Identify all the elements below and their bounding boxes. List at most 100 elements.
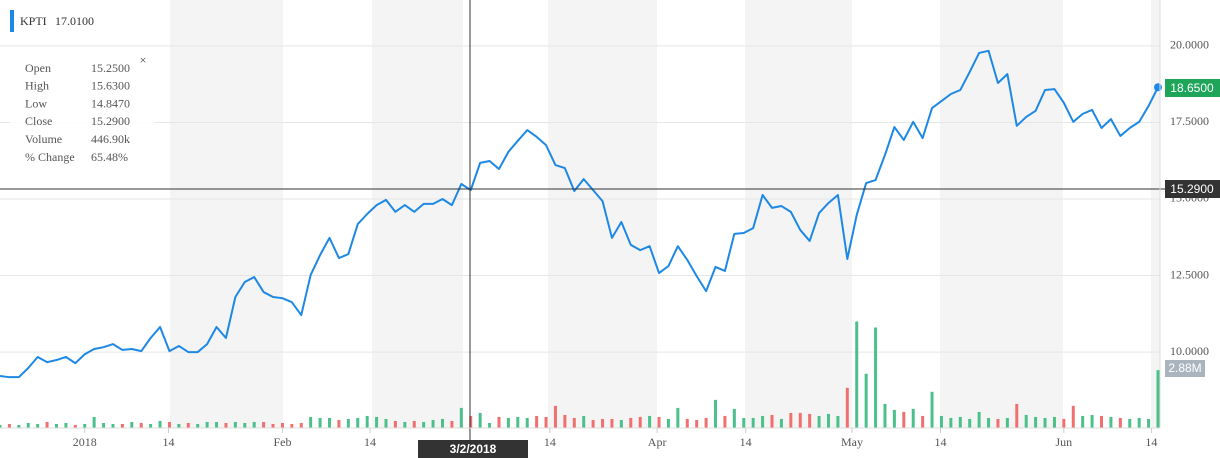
- series-marker: [10, 10, 14, 32]
- last-point: [1154, 83, 1162, 92]
- volume-bar: [54, 423, 58, 428]
- volume-bar: [996, 418, 1000, 428]
- volume-bar: [26, 422, 30, 428]
- volume-bar: [949, 417, 953, 428]
- volume-bar: [704, 417, 708, 428]
- quote: 17.0100: [55, 14, 94, 28]
- volume-bar: [233, 421, 237, 428]
- volume-bar: [64, 422, 68, 428]
- tooltip-label: Open: [25, 61, 51, 75]
- volume-bar: [845, 387, 849, 428]
- volume-bar: [751, 417, 755, 428]
- volume-bar: [243, 422, 247, 428]
- volume-bar: [488, 422, 492, 428]
- volume-bar: [742, 417, 746, 428]
- volume-bar: [789, 412, 793, 428]
- volume-bar: [36, 423, 40, 428]
- tooltip-label: Volume: [25, 132, 62, 146]
- volume-bar: [224, 422, 228, 428]
- volume-bar: [1071, 405, 1075, 428]
- volume-bar: [826, 413, 830, 428]
- volume-bar: [836, 415, 840, 428]
- volume-bar: [516, 416, 520, 428]
- volume-bar: [808, 413, 812, 428]
- volume-bar: [422, 421, 426, 428]
- volume-bar: [610, 418, 614, 428]
- volume-bar: [958, 416, 962, 428]
- tooltip-label: Close: [25, 114, 52, 128]
- volume-bar: [770, 414, 774, 428]
- volume-bar: [676, 407, 680, 428]
- x-tick-label: 14: [935, 435, 947, 449]
- volume-bar: [1024, 414, 1028, 428]
- volume-bar: [299, 422, 303, 428]
- volume-bar: [1043, 417, 1047, 428]
- volume-bar: [205, 421, 209, 428]
- tooltip-value: 15.6300: [91, 79, 130, 93]
- tooltip-value: 65.48%: [91, 150, 128, 164]
- volume-bar: [619, 419, 623, 428]
- volume-bar: [1137, 417, 1141, 428]
- volume-bar: [666, 418, 670, 428]
- tooltip-value: 14.8470: [91, 96, 130, 110]
- volume-bar: [431, 419, 435, 428]
- volume-bar: [73, 424, 77, 428]
- volume-bar: [149, 423, 153, 428]
- volume-bar: [1109, 416, 1113, 428]
- volume-bar: [601, 418, 605, 428]
- volume-label: 2.88M: [1168, 361, 1201, 375]
- volume-bar: [459, 407, 463, 428]
- badges: 15.2900 18.6500 2.88M 3/2/2018: [418, 79, 1220, 458]
- volume-bar: [855, 321, 859, 428]
- volume-bar: [271, 423, 275, 428]
- volume-bar: [883, 403, 887, 428]
- volume-bar: [262, 421, 266, 428]
- volume-bar: [1118, 417, 1122, 428]
- volume-bar: [732, 408, 736, 428]
- x-tick-label: Jun: [1056, 435, 1073, 449]
- volume-bar: [0, 424, 2, 428]
- volume-bar: [921, 415, 925, 428]
- volume-bar: [1081, 415, 1085, 428]
- volume-bar: [356, 417, 360, 428]
- volume-bar: [1156, 370, 1160, 428]
- band: [548, 0, 657, 428]
- crosshair-date: 3/2/2018: [450, 442, 497, 456]
- volume-bar: [83, 423, 87, 428]
- volume-bar: [139, 422, 143, 428]
- volume-bar: [1034, 416, 1038, 428]
- tooltip-value: 15.2900: [91, 114, 130, 128]
- volume-bar: [1015, 403, 1019, 428]
- tooltip-label: % Change: [25, 150, 75, 164]
- volume-bar: [761, 415, 765, 428]
- volume-bar: [158, 420, 162, 428]
- volume-bar: [572, 417, 576, 428]
- volume-bar: [130, 421, 134, 428]
- month-bands: [170, 0, 1160, 428]
- volume-bar: [714, 399, 718, 428]
- band: [372, 0, 463, 428]
- tooltip-value: 446.90k: [91, 132, 130, 146]
- volume-bar: [582, 415, 586, 428]
- symbol: KPTI: [20, 14, 47, 28]
- last-price-badge: [1165, 79, 1220, 97]
- volume-bar: [478, 412, 482, 428]
- y-tick-label: 12.5000: [1170, 267, 1209, 281]
- volume-bar: [864, 373, 868, 428]
- crosshair-price-badge: [1165, 180, 1220, 198]
- volume-bar: [535, 415, 539, 428]
- volume-bar: [196, 423, 200, 428]
- volume-bar: [629, 417, 633, 428]
- volume-bar: [177, 423, 181, 428]
- volume-bar: [102, 422, 106, 428]
- volume-bar: [911, 408, 915, 428]
- volume-bar: [450, 420, 454, 428]
- close-icon[interactable]: ×: [140, 53, 147, 67]
- volume-bar: [469, 415, 473, 428]
- volume-bars: [0, 321, 1160, 428]
- volume-bar: [723, 415, 727, 428]
- volume-bar: [553, 405, 557, 428]
- volume-bar: [7, 423, 11, 428]
- x-tick-label: Apr: [648, 435, 667, 449]
